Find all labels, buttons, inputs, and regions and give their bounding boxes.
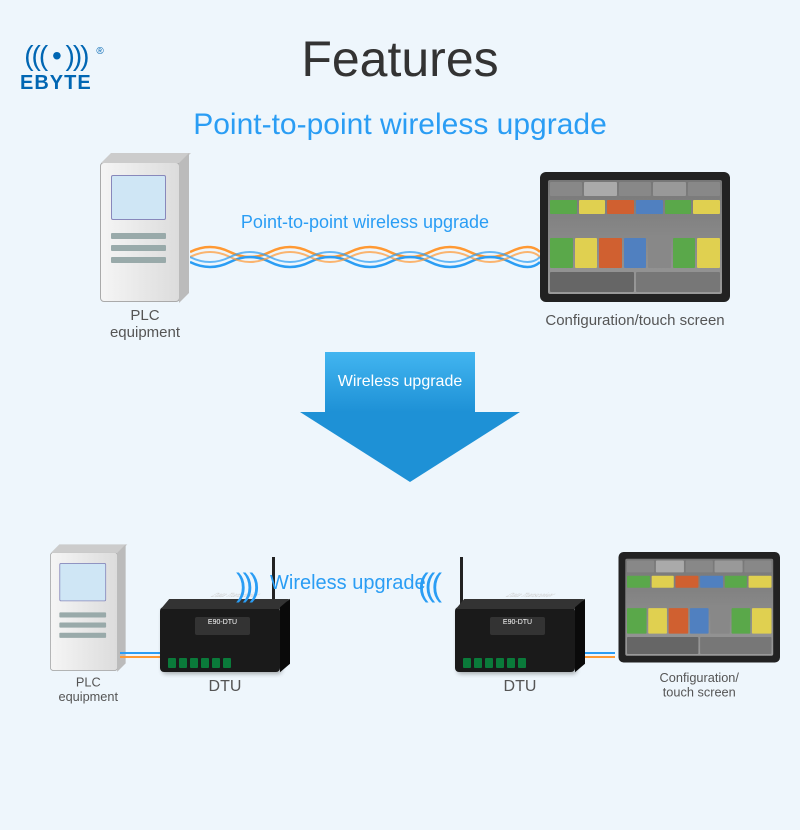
wire-label: Point-to-point wireless upgrade — [210, 212, 520, 233]
touchscreen-label: Configuration/touch screen — [540, 312, 730, 329]
touchscreen-icon: Configuration/touch screen — [540, 172, 730, 329]
dtu-model-label: E90-DTU — [490, 617, 545, 635]
page-subtitle: Point-to-point wireless upgrade — [0, 108, 800, 142]
touchscreen-label-2: Configuration/ touch screen — [619, 671, 781, 700]
plc-label: PLC equipment — [100, 307, 190, 341]
arrow-label: Wireless upgrade — [325, 352, 475, 412]
dtu-label-right: DTU — [455, 678, 585, 696]
dtu-label-left: DTU — [160, 678, 290, 696]
plc-label-2: PLC equipment — [50, 675, 127, 704]
page-title: Features — [0, 30, 800, 88]
registered-mark: ® — [96, 46, 103, 57]
wire-connector — [120, 656, 160, 658]
plc-server-icon-2: PLC equipment — [50, 552, 127, 680]
scada-screen — [548, 180, 722, 294]
wire-connector — [585, 652, 615, 654]
touchscreen-icon-2: Configuration/ touch screen — [619, 552, 781, 700]
dtu-model-label: E90-DTU — [195, 617, 250, 635]
wire-connector — [120, 652, 160, 654]
antenna-icon: ((( • ))) — [20, 40, 92, 72]
dtu-device-right: Data Transceiver E90-DTU DTU — [455, 607, 585, 696]
dtu-device-left: Data Transceiver E90-DTU DTU — [160, 607, 290, 696]
twisted-wire-icon — [190, 242, 540, 272]
plc-server-icon: PLC equipment — [100, 162, 190, 312]
wireless-wave-left-icon: ))) — [236, 567, 256, 604]
wire-connector — [585, 656, 615, 658]
upgrade-arrow-icon: Wireless upgrade — [300, 352, 500, 482]
wireless-wave-right-icon: ((( — [418, 567, 438, 604]
wired-diagram-row: PLC equipment Point-to-point wireless up… — [0, 162, 800, 352]
wireless-center-label: Wireless upgrade — [270, 572, 426, 595]
wireless-diagram-row: PLC equipment Data Transceiver E90-DTU D… — [0, 512, 800, 742]
brand-logo: ((( • ))) EBYTE ® — [20, 40, 92, 95]
brand-text: EBYTE — [20, 72, 92, 95]
